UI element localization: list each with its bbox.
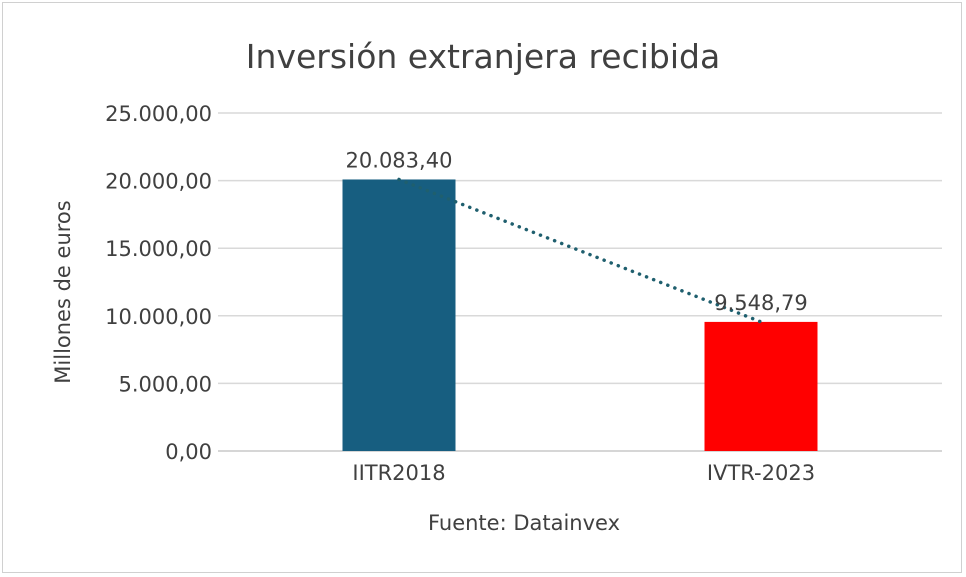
y-tick-label: 20.000,00 [105, 170, 212, 194]
y-axis-label: Millones de euros [51, 200, 75, 383]
y-tick-label: 25.000,00 [105, 102, 212, 126]
chart-title: Inversión extranjera recibida [246, 37, 720, 76]
y-tick-label: 0,00 [165, 440, 212, 464]
bar [704, 321, 818, 451]
x-axis-label: Fuente: Datainvex [428, 511, 620, 535]
y-tick-label: 10.000,00 [105, 305, 212, 329]
x-tick-label: IVTR-2023 [707, 461, 815, 485]
data-label: 9.548,79 [714, 291, 808, 315]
x-tick-label: IITR2018 [352, 461, 445, 485]
bar [342, 179, 456, 452]
y-tick-label: 15.000,00 [105, 237, 212, 261]
data-label: 20.083,40 [346, 148, 453, 172]
y-tick-label: 5.000,00 [118, 372, 212, 396]
